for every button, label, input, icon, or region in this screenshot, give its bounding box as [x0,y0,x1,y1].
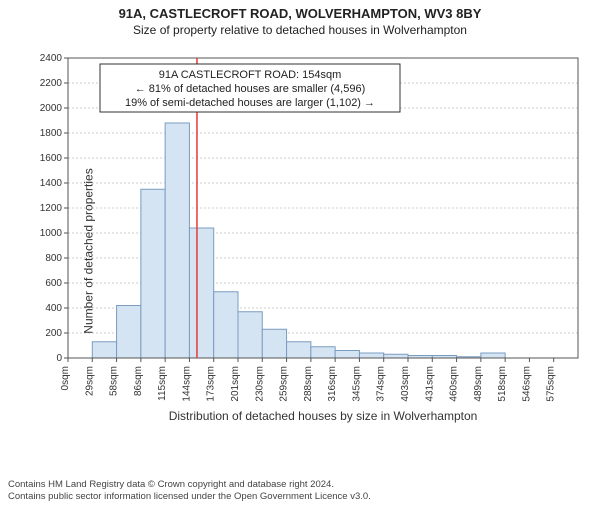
histogram-bar [287,342,311,358]
svg-text:2400: 2400 [40,53,63,64]
x-tick-label: 259sqm [279,366,290,402]
annotation-line: 91A CASTLECROFT ROAD: 154sqm [159,69,342,81]
footer-line-1: Contains HM Land Registry data © Crown c… [8,479,334,490]
x-tick-label: 0sqm [60,366,71,390]
x-tick-label: 288sqm [303,366,314,402]
chart-container: Number of detached properties 0 200 400 600… [0,46,600,456]
histogram-bar [384,354,408,358]
x-tick-label: 201sqm [230,366,241,402]
x-tick-label: 29sqm [84,366,95,396]
annotation-line: ← 81% of detached houses are smaller (4,… [135,83,366,95]
svg-text:600: 600 [45,278,62,289]
svg-text:1200: 1200 [40,203,63,214]
histogram-bar [481,353,505,358]
x-axis-label: Distribution of detached houses by size … [169,409,478,423]
x-tick-label: 489sqm [473,366,484,402]
histogram-bar [214,292,238,358]
svg-text:1000: 1000 [40,228,63,239]
x-tick-label: 403sqm [400,366,411,402]
x-tick-label: 546sqm [521,366,532,402]
svg-text:2200: 2200 [40,78,63,89]
svg-text:800: 800 [45,253,62,264]
annotation-line: 19% of semi-detached houses are larger (… [125,97,375,109]
svg-text:400: 400 [45,303,62,314]
x-tick-label: 431sqm [424,366,435,402]
x-tick-label: 345sqm [351,366,362,402]
x-tick-label: 115sqm [157,366,168,401]
x-tick-label: 575sqm [546,366,557,402]
histogram-bar [335,351,359,359]
svg-text:1600: 1600 [40,153,63,164]
histogram-bar [238,312,262,358]
histogram-bar [359,353,383,358]
histogram-bar [311,347,335,358]
x-tick-label: 518sqm [497,366,508,402]
histogram-bar [262,329,286,358]
x-tick-label: 58sqm [109,366,120,396]
attribution-footer: Contains HM Land Registry data © Crown c… [8,479,371,502]
x-tick-label: 374sqm [376,366,387,402]
svg-text:0: 0 [56,353,62,364]
histogram-bar [189,228,213,358]
histogram-bar [117,306,141,359]
x-tick-label: 460sqm [449,366,460,402]
svg-text:1400: 1400 [40,178,63,189]
svg-text:2000: 2000 [40,103,63,114]
x-tick-label: 173sqm [206,366,217,402]
y-axis-label: Number of detached properties [82,168,96,333]
chart-subtitle: Size of property relative to detached ho… [0,23,600,37]
x-tick-label: 144sqm [181,366,192,402]
svg-text:1800: 1800 [40,128,63,139]
histogram-bar [165,123,189,358]
histogram-bar [92,342,116,358]
x-tick-label: 230sqm [254,366,265,402]
svg-text:200: 200 [45,328,62,339]
histogram-bar [141,189,165,358]
x-tick-label: 86sqm [133,366,144,396]
chart-title: 91A, CASTLECROFT ROAD, WOLVERHAMPTON, WV… [0,6,600,21]
x-tick-label: 316sqm [327,366,338,402]
